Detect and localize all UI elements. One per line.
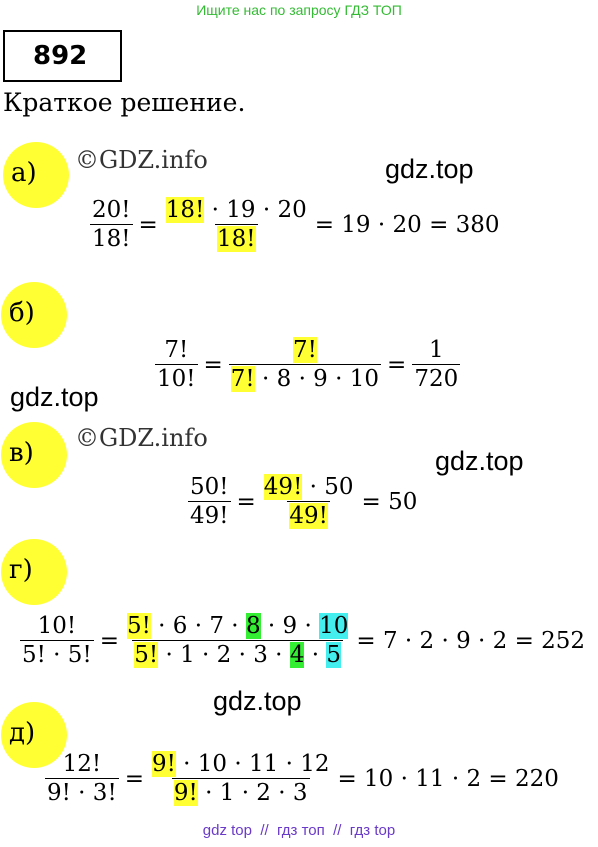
fraction: 5! · 6 · 7 · 8 · 9 · 10 5! · 1 · 2 · 3 · … [125, 612, 350, 669]
operator: = [138, 211, 158, 238]
term: 8 [245, 613, 261, 639]
numerator: 12! [61, 750, 104, 778]
term: 50! [190, 474, 229, 500]
expression: 50! 49! = 49! · 50 49! = 50 [188, 473, 417, 530]
term: 7! [164, 337, 189, 363]
fraction: 20! 18! [90, 196, 133, 253]
numerator: 1 [427, 336, 446, 364]
watermark: ©GDZ.info [75, 424, 208, 452]
term: 49! [289, 503, 328, 529]
term: 5! [126, 613, 151, 639]
operator: = [203, 351, 223, 378]
term: 49! [263, 474, 303, 500]
numerator: 5! · 6 · 7 · 8 · 9 · 10 [125, 612, 350, 640]
term: 7! [292, 337, 317, 363]
term: 9! [173, 780, 198, 806]
term: 9! · 3! [47, 780, 117, 806]
term: 10! [157, 366, 196, 392]
denominator: 720 [412, 364, 461, 393]
numerator: 49! · 50 [262, 473, 356, 501]
numerator: 50! [188, 473, 231, 501]
denominator: 18! [90, 224, 133, 253]
term: · 50 [302, 474, 354, 500]
footer: gdz top // гдз топ // гдз top [202, 822, 396, 839]
fraction: 9! · 10 · 11 · 12 9! · 1 · 2 · 3 [150, 750, 332, 807]
term: 5! [134, 642, 159, 668]
term: · 1 · 2 · 3 [197, 780, 308, 806]
term: · 9 · [260, 613, 320, 639]
term: 4 [289, 642, 305, 668]
denominator: 18! [215, 224, 258, 253]
watermark: ©GDZ.info [75, 146, 208, 174]
term: 49! [190, 503, 229, 529]
operator: = [236, 488, 256, 515]
term: 7! [230, 366, 255, 392]
part-label: а) [3, 142, 69, 208]
expression: 12! 9! · 3! = 9! · 10 · 11 · 12 9! · 1 · 2 ·… [45, 750, 559, 807]
part-label: г) [1, 539, 67, 605]
denominator: 7! · 8 · 9 · 10 [228, 364, 382, 393]
denominator: 49! [287, 501, 330, 530]
term: · 8 · 9 · 10 [254, 366, 380, 392]
watermark: gdz.top [385, 154, 474, 184]
term: 10! [37, 613, 77, 639]
fraction: 7! 10! [155, 336, 198, 393]
term: 12! [62, 751, 102, 777]
operator: = 19 · 20 = 380 [314, 211, 500, 238]
term: 720 [414, 366, 459, 392]
denominator: 10! [155, 364, 198, 393]
denominator: 9! · 3! [45, 778, 119, 807]
numerator: 10! [36, 612, 79, 640]
watermark: gdz.top [10, 382, 99, 412]
operator: = 10 · 11 · 2 = 220 [337, 765, 559, 792]
term: 5 [326, 642, 342, 668]
term: 1 [428, 337, 444, 363]
term: 18! [92, 226, 131, 252]
fraction: 1 720 [412, 336, 461, 393]
term: · 19 · 20 [204, 197, 307, 223]
fraction: 49! · 50 49! [262, 473, 356, 530]
operator: = 7 · 2 · 9 · 2 = 252 [356, 627, 586, 654]
term: · 1 · 2 · 3 · [158, 642, 290, 668]
expression: 20! 18! = 18! · 19 · 20 18! = 19 · 20 = 380 [90, 196, 500, 253]
operator: = [387, 351, 407, 378]
denominator: 5! · 5! [20, 640, 94, 669]
term: 10 [319, 613, 349, 639]
operator: = [124, 765, 144, 792]
exercise-number: 892 [3, 30, 122, 82]
operator: = [99, 627, 119, 654]
watermark: gdz.top [213, 686, 302, 716]
term: 18! [217, 226, 256, 252]
numerator: 7! [291, 336, 319, 364]
expression: 7! 10! = 7! 7! · 8 · 9 · 10 = 1 720 [155, 336, 461, 393]
fraction: 12! 9! · 3! [45, 750, 119, 807]
fraction: 18! · 19 · 20 18! [164, 196, 309, 253]
denominator: 9! · 1 · 2 · 3 [171, 778, 310, 807]
expression: 10! 5! · 5! = 5! · 6 · 7 · 8 · 9 · 10 5! · 1… [20, 612, 585, 669]
numerator: 9! · 10 · 11 · 12 [150, 750, 332, 778]
fraction: 50! 49! [188, 473, 231, 530]
numerator: 20! [90, 196, 133, 224]
numerator: 18! · 19 · 20 [164, 196, 309, 224]
denominator: 5! · 1 · 2 · 3 · 4 · 5 [132, 640, 344, 669]
term: 18! [165, 197, 205, 223]
term: · [304, 642, 327, 668]
part-label: в) [1, 422, 67, 488]
fraction: 10! 5! · 5! [20, 612, 94, 669]
term: · 6 · 7 · [150, 613, 246, 639]
part-label: д) [1, 702, 67, 768]
part-label: б) [1, 282, 67, 348]
denominator: 49! [188, 501, 231, 530]
term: 5! · 5! [22, 642, 92, 668]
numerator: 7! [162, 336, 190, 364]
term: · 10 · 11 · 12 [175, 751, 330, 777]
subtitle: Краткое решение. [3, 88, 246, 117]
fraction: 7! 7! · 8 · 9 · 10 [228, 336, 382, 393]
operator: = 50 [361, 488, 418, 515]
term: 9! [151, 751, 176, 777]
search-hint: Ищите нас по запросу ГДЗ ТОП [196, 2, 402, 18]
watermark: gdz.top [435, 446, 524, 476]
term: 20! [92, 197, 131, 223]
